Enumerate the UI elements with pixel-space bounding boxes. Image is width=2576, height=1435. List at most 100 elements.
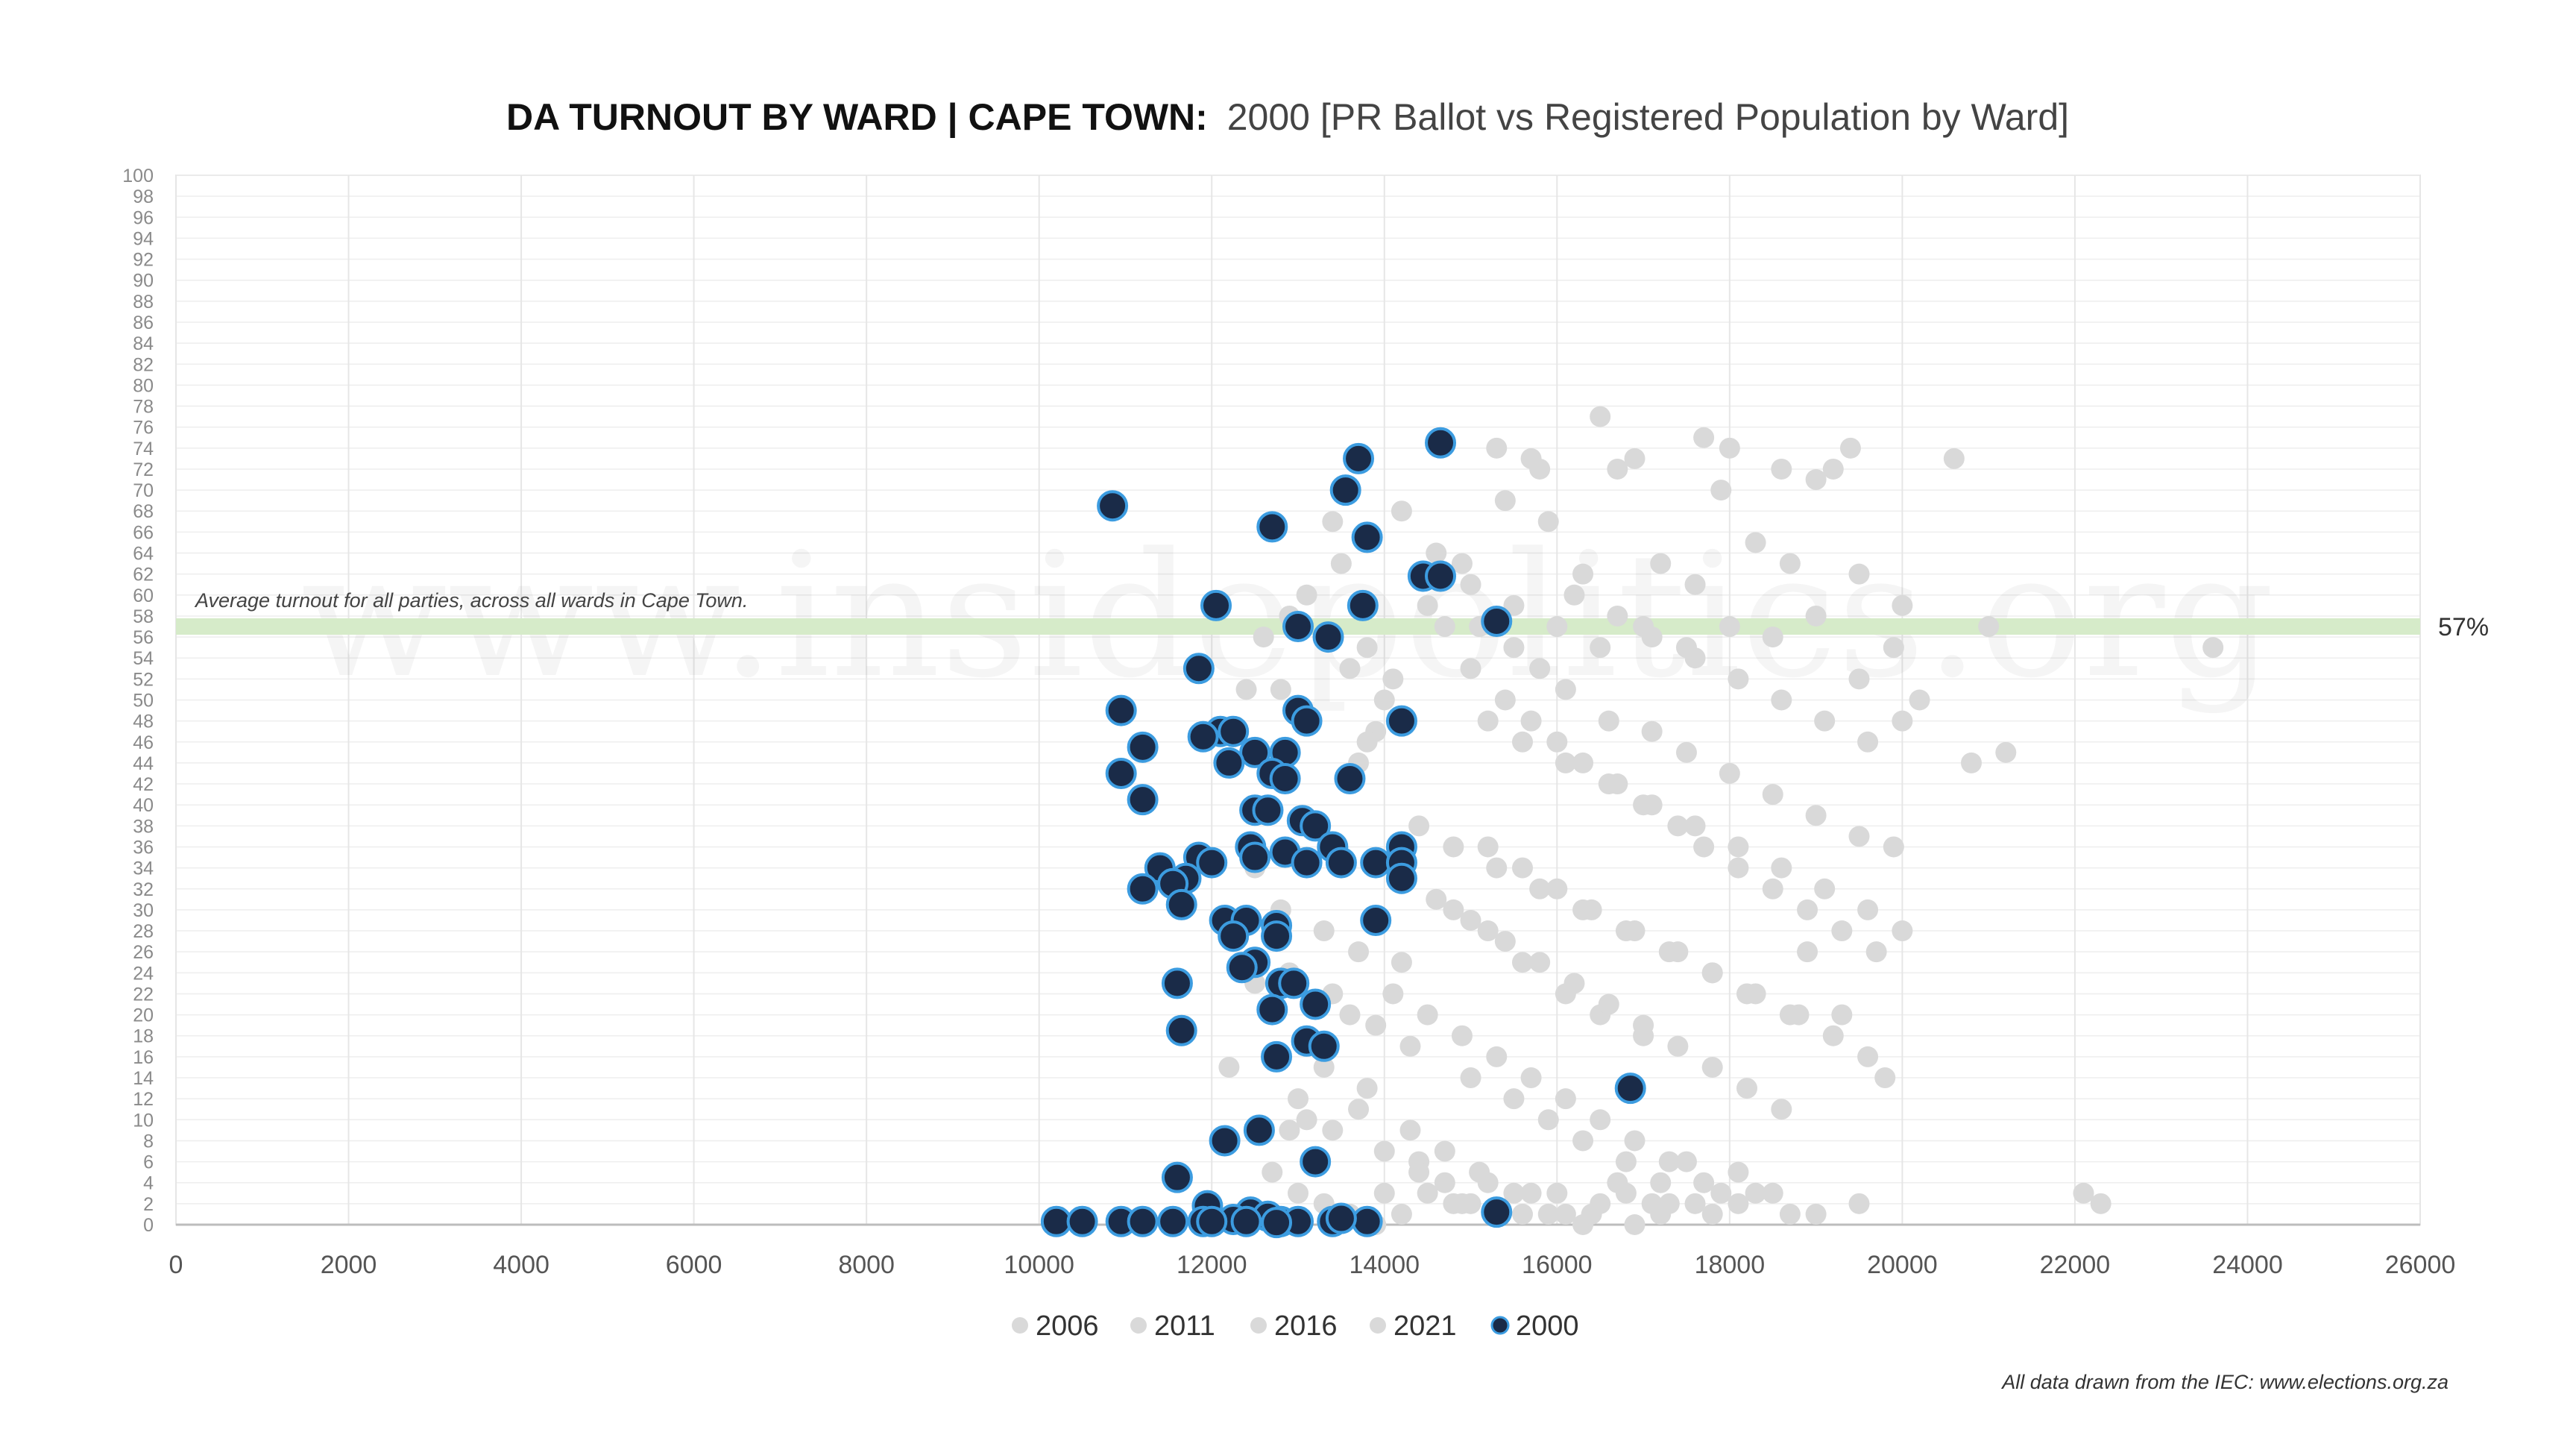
point-2021 [1848,668,1870,690]
point-2021 [1658,941,1680,963]
point-2021 [1590,1109,1611,1131]
point-2016 [1857,731,1879,753]
x-tick-label: 0 [169,1251,183,1279]
point-2011 [1762,784,1783,806]
point-2000 [1278,967,1310,999]
point-2011 [1443,899,1464,920]
y-tick-label: 82 [133,354,154,375]
point-2000 [1165,1014,1197,1046]
point-2021 [1788,1004,1810,1026]
point-2016 [1572,752,1594,773]
point-2011 [2090,1193,2111,1214]
point-2011 [1426,542,1447,564]
series-2016 [1391,406,2017,1235]
point-2021 [1486,857,1508,879]
legend-marker [1130,1317,1147,1334]
point-2011 [1607,458,1628,480]
point-2000 [1209,1125,1241,1157]
point-2016 [1701,1056,1723,1078]
point-2021 [1382,983,1404,1005]
legend-marker [1490,1316,1510,1335]
point-2000 [1256,511,1288,543]
legend-item-2021: 2021 [1370,1310,1457,1342]
point-2021 [1693,1172,1715,1193]
point-2011 [1805,1203,1827,1225]
point-2021 [1650,1203,1672,1225]
point-2021 [1373,1182,1395,1204]
y-tick-label: 8 [143,1131,154,1152]
point-2000 [1347,589,1379,621]
y-tick-label: 96 [133,207,154,228]
point-2021 [1512,731,1533,753]
legend-marker [1370,1317,1386,1334]
chart-title-rest: 2000 [PR Ballot vs Registered Population… [1227,96,2069,138]
y-tick-label: 28 [133,921,154,942]
point-2011 [1684,574,1706,595]
point-2000 [1196,1205,1228,1237]
point-2011 [1805,805,1827,826]
point-2016 [1839,437,1861,459]
point-2000 [1182,653,1215,685]
point-2011 [1451,553,1473,574]
x-tick-label: 12000 [1177,1251,1247,1279]
point-2000 [1300,1146,1332,1178]
y-tick-label: 88 [133,292,154,313]
average-annotation: Average turnout for all parties, across … [194,589,748,612]
point-2006 [1313,1056,1335,1078]
point-2000 [1218,920,1250,952]
point-2000 [1165,888,1197,920]
y-tick-label: 56 [133,627,154,648]
point-2006 [1339,658,1361,679]
point-2006 [1391,1203,1412,1225]
y-tick-label: 36 [133,837,154,858]
point-2011 [2202,637,2224,659]
point-2011 [1391,500,1412,522]
x-tick-label: 26000 [2385,1251,2456,1279]
point-2021 [1581,1203,1602,1225]
point-2006 [1356,637,1378,659]
point-2000 [1200,589,1232,621]
legend-label: 2000 [1516,1310,1579,1342]
point-2011 [1822,1025,1844,1046]
legend-label: 2021 [1394,1310,1457,1342]
point-2011 [1762,1182,1783,1204]
point-2011 [1650,553,1672,574]
point-2006 [1624,1214,1646,1235]
point-2016 [1434,1140,1455,1162]
point-2021 [1892,920,1913,942]
point-2021 [1745,983,1766,1005]
point-2021 [1460,574,1481,595]
point-2011 [1857,1046,1879,1067]
point-2021 [1503,594,1525,616]
point-2006 [1365,1014,1387,1036]
point-2000 [1614,1073,1646,1105]
point-2011 [1503,1088,1525,1110]
point-2006 [1270,679,1291,700]
y-tick-label: 78 [133,397,154,418]
legend-label: 2016 [1274,1310,1338,1342]
point-2021 [1641,794,1663,816]
point-2011 [1848,826,1870,847]
point-2000 [1161,1161,1193,1193]
point-2021 [1408,1161,1430,1183]
point-2021 [1529,878,1551,899]
point-2000 [1252,794,1284,826]
point-2006 [1701,1203,1723,1225]
point-2016 [1771,689,1792,711]
point-2006 [1356,1078,1378,1099]
y-tick-label: 54 [133,648,154,669]
point-2016 [1995,741,2017,763]
series-2011 [1391,448,2224,1225]
point-2011 [1848,563,1870,585]
point-2016 [1546,731,1568,753]
x-tick-label: 20000 [1867,1251,1938,1279]
point-2000 [1312,621,1344,653]
legend-item-2000: 2000 [1490,1310,1579,1342]
point-2000 [1187,720,1219,753]
y-tick-label: 66 [133,522,154,543]
point-2016 [1693,836,1715,858]
point-2006 [1253,627,1274,648]
y-tick-label: 32 [133,879,154,900]
point-2016 [1590,406,1611,427]
point-2000 [1308,1030,1340,1062]
